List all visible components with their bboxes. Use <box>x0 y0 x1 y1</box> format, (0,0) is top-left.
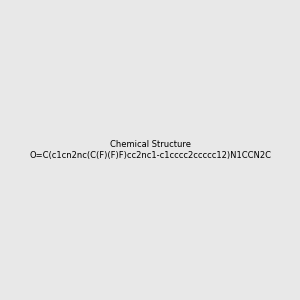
Text: Chemical Structure
O=C(c1cn2nc(C(F)(F)F)cc2nc1-c1cccc2ccccc12)N1CCN2C: Chemical Structure O=C(c1cn2nc(C(F)(F)F)… <box>29 140 271 160</box>
